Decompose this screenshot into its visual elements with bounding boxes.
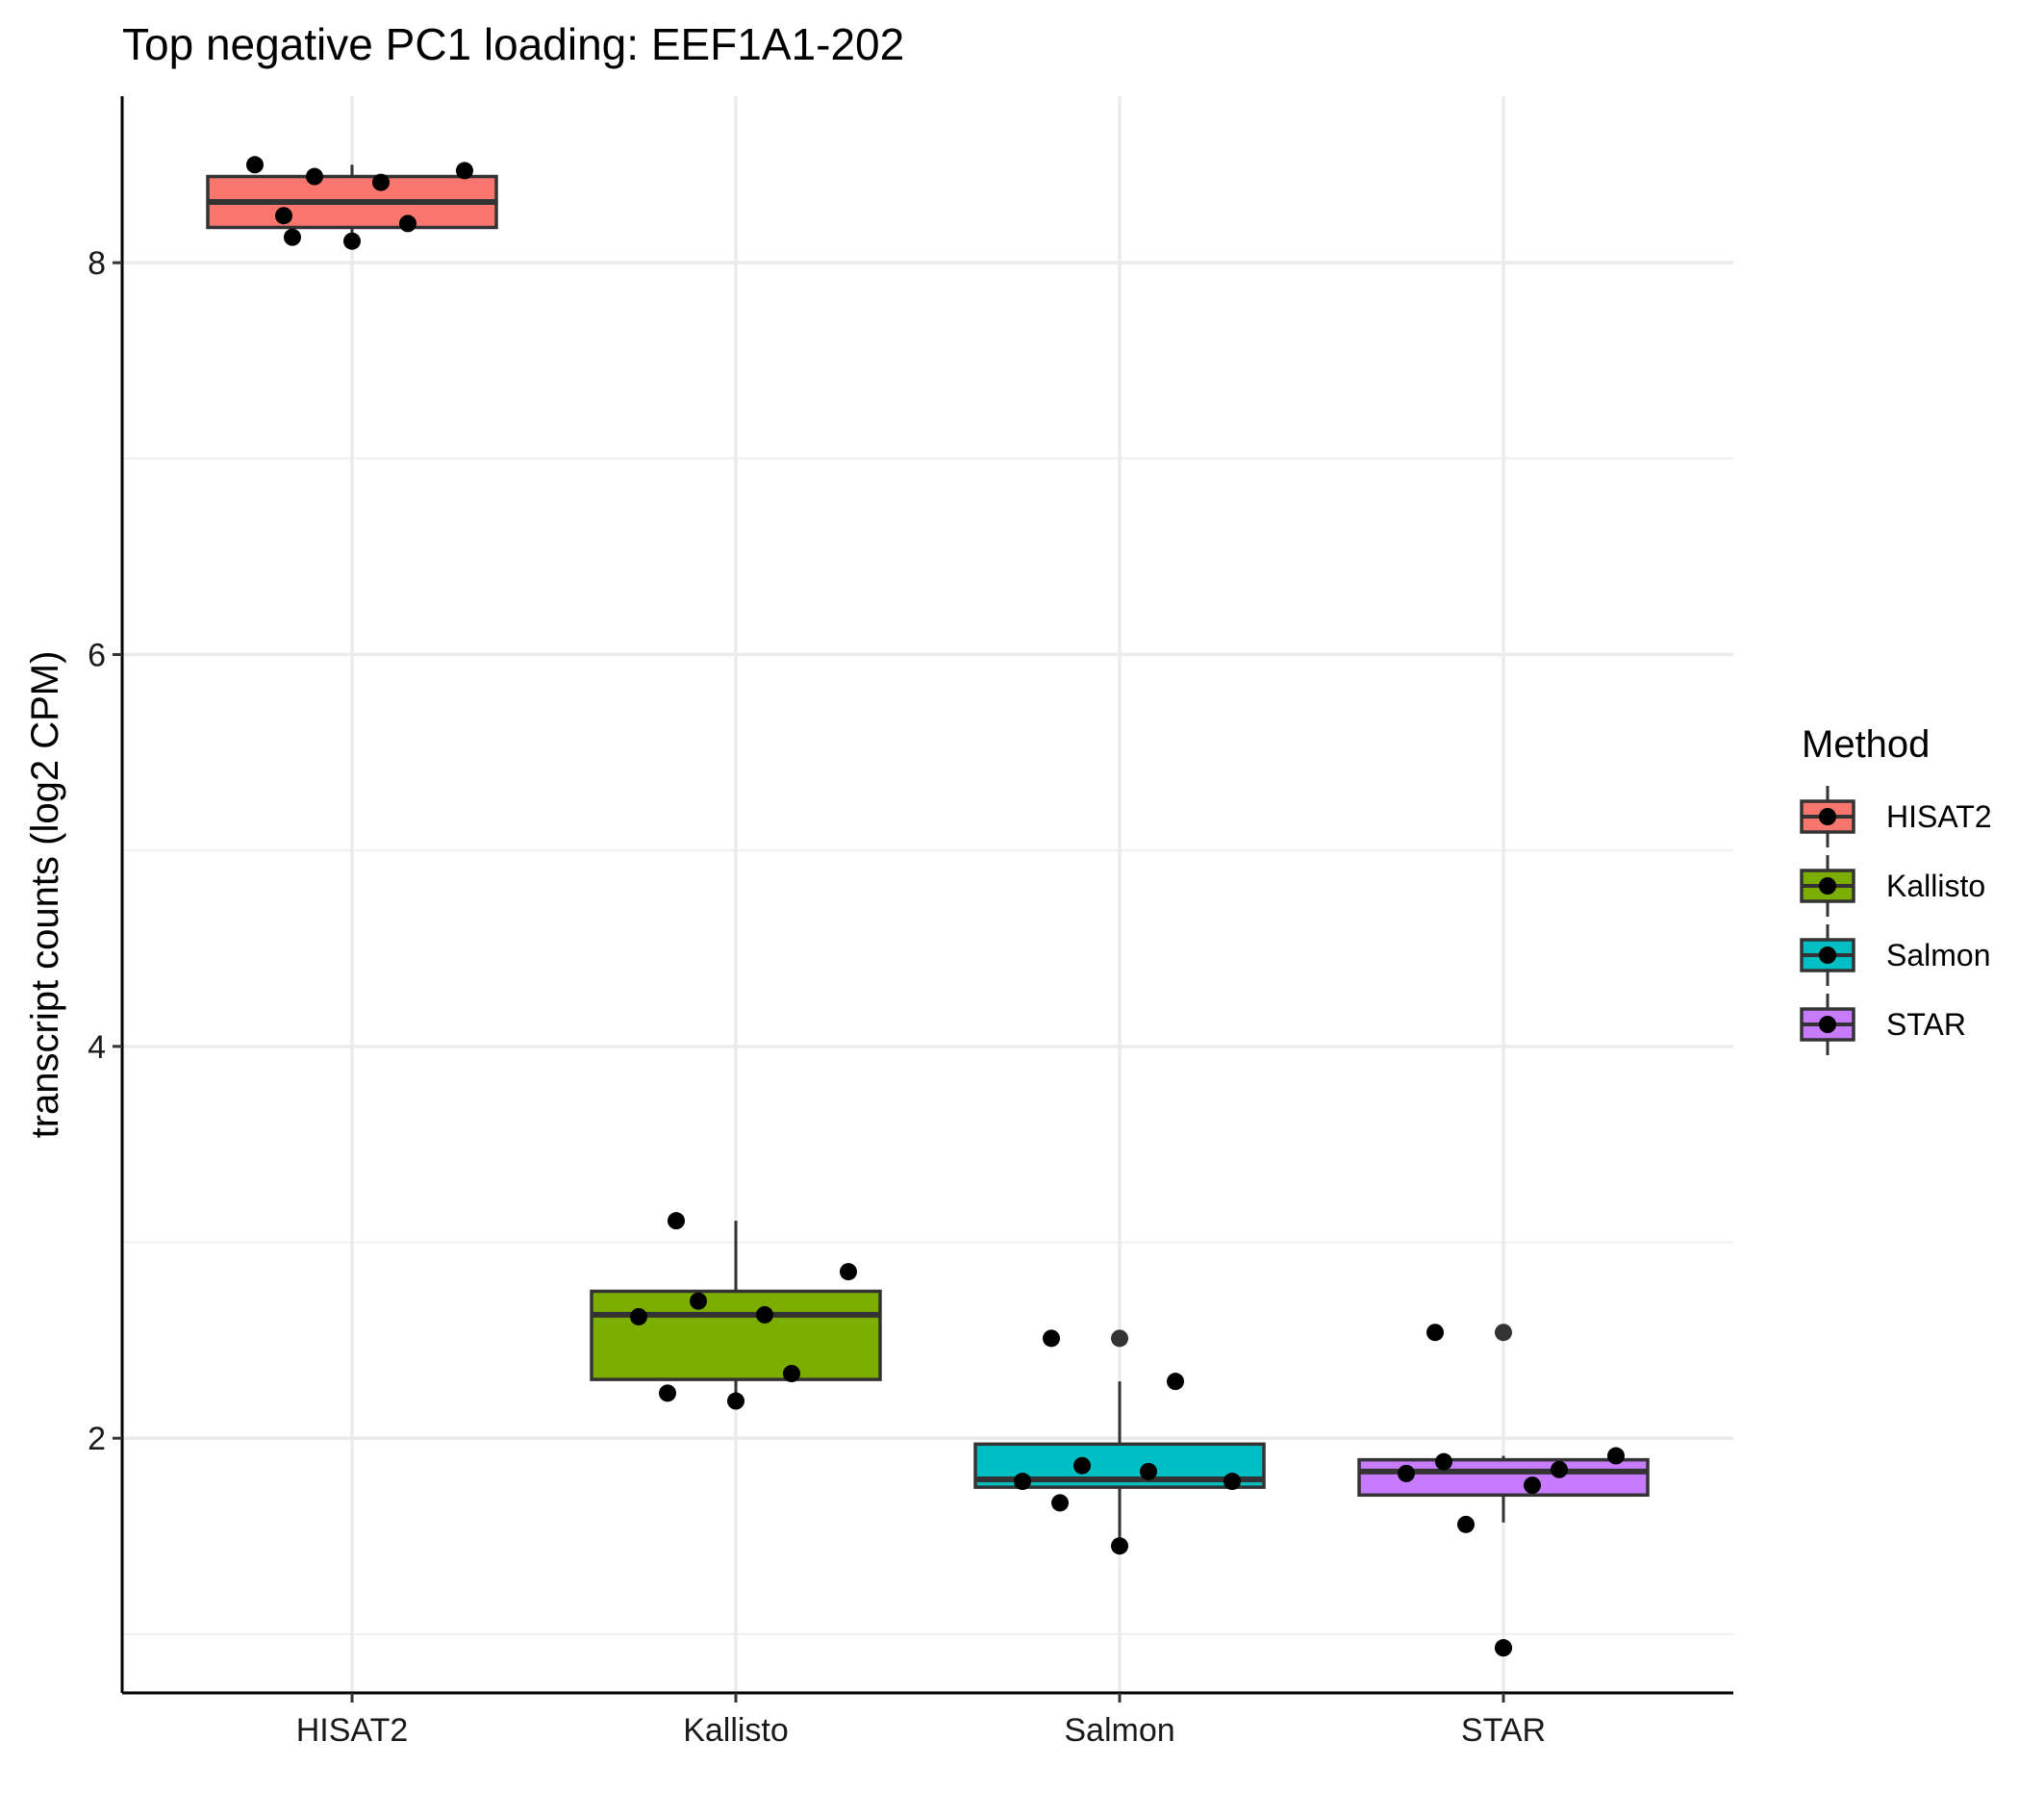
outlier-point bbox=[1495, 1324, 1512, 1342]
data-point-star bbox=[1398, 1464, 1415, 1482]
data-point-hisat2 bbox=[306, 167, 323, 186]
data-point-salmon bbox=[1224, 1473, 1241, 1491]
legend-point bbox=[1819, 1016, 1836, 1033]
data-point-hisat2 bbox=[343, 232, 361, 250]
legend-point bbox=[1819, 946, 1836, 964]
box-kallisto bbox=[590, 1221, 882, 1401]
x-tick-label: HISAT2 bbox=[296, 1712, 409, 1749]
legend-point bbox=[1819, 877, 1836, 895]
data-point-hisat2 bbox=[372, 173, 390, 191]
data-point-hisat2 bbox=[399, 215, 416, 233]
x-tick-label: Salmon bbox=[1064, 1712, 1174, 1749]
data-point-hisat2 bbox=[456, 162, 473, 180]
y-tick-label: 8 bbox=[88, 245, 106, 282]
outlier-point bbox=[1111, 1329, 1128, 1348]
y-tick-label: 2 bbox=[88, 1421, 106, 1457]
legend-label: Salmon bbox=[1886, 938, 1991, 972]
data-point-salmon bbox=[1073, 1456, 1091, 1475]
data-point-kallisto bbox=[668, 1212, 685, 1230]
grid bbox=[122, 96, 1733, 1693]
legend-label: Kallisto bbox=[1886, 869, 1985, 903]
legend-title: Method bbox=[1802, 723, 1930, 766]
data-point-star bbox=[1551, 1460, 1568, 1478]
data-point-star bbox=[1435, 1452, 1452, 1471]
boxes bbox=[206, 164, 1650, 1657]
data-point-salmon bbox=[1043, 1329, 1060, 1348]
x-tick-label: Kallisto bbox=[683, 1712, 789, 1749]
data-point-hisat2 bbox=[284, 228, 301, 246]
data-point-salmon bbox=[1140, 1462, 1157, 1480]
data-point-kallisto bbox=[756, 1305, 773, 1324]
box-hisat2 bbox=[206, 164, 498, 241]
chart-title: Top negative PC1 loading: EEF1A1-202 bbox=[122, 19, 904, 69]
data-point-salmon bbox=[1167, 1373, 1184, 1391]
legend-item-kallisto: Kallisto bbox=[1800, 855, 1985, 917]
data-point-kallisto bbox=[727, 1392, 744, 1410]
legend-point bbox=[1819, 808, 1836, 825]
legend: Method HISAT2 Kallisto Salmon STAR bbox=[1800, 723, 1992, 1055]
box-iqr bbox=[590, 1289, 882, 1381]
y-tick-label: 6 bbox=[88, 637, 106, 673]
data-point-salmon bbox=[1111, 1537, 1128, 1555]
data-point-star bbox=[1495, 1639, 1512, 1657]
data-point-salmon bbox=[1051, 1494, 1069, 1512]
data-point-star bbox=[1524, 1476, 1541, 1495]
data-point-hisat2 bbox=[246, 156, 264, 174]
legend-item-hisat2: HISAT2 bbox=[1800, 786, 1992, 847]
data-point-salmon bbox=[1014, 1473, 1031, 1491]
legend-label: STAR bbox=[1886, 1007, 1966, 1042]
legend-item-salmon: Salmon bbox=[1800, 924, 1991, 986]
data-point-kallisto bbox=[840, 1263, 857, 1281]
data-point-star bbox=[1607, 1447, 1625, 1465]
axes bbox=[120, 96, 1733, 1695]
data-points bbox=[246, 156, 1625, 1657]
tick-labels: 2 4 6 8 HISAT2 Kallisto Salmon STAR bbox=[88, 245, 1546, 1749]
y-tick-label: 4 bbox=[88, 1029, 106, 1066]
data-point-kallisto bbox=[690, 1292, 707, 1310]
data-point-star bbox=[1426, 1324, 1444, 1342]
x-tick-label: STAR bbox=[1461, 1712, 1546, 1749]
legend-label: HISAT2 bbox=[1886, 799, 1992, 834]
legend-item-star: STAR bbox=[1800, 994, 1966, 1055]
data-point-kallisto bbox=[630, 1307, 647, 1325]
data-point-star bbox=[1457, 1515, 1475, 1533]
data-point-kallisto bbox=[783, 1365, 800, 1382]
y-axis-title: transcript counts (log2 CPM) bbox=[24, 651, 66, 1139]
data-point-hisat2 bbox=[275, 207, 292, 225]
data-point-kallisto bbox=[659, 1384, 676, 1402]
